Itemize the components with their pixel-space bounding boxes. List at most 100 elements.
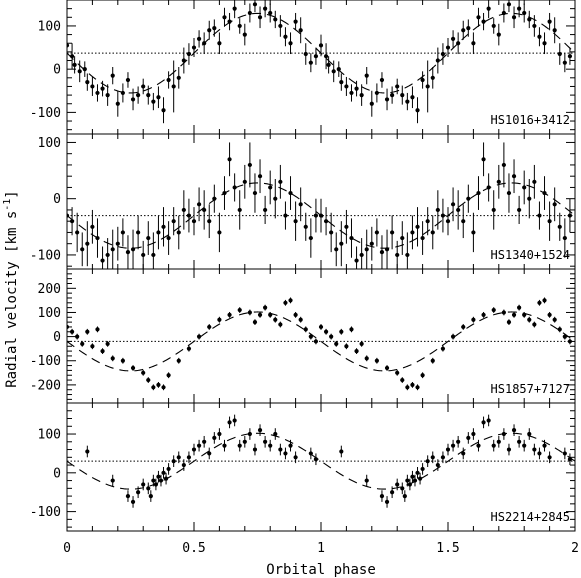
x-axis-title: Orbital phase xyxy=(266,562,376,578)
data-point xyxy=(69,219,75,224)
panel-label: HS1340+1524 xyxy=(491,248,570,262)
data-point xyxy=(186,51,192,57)
data-point xyxy=(85,449,90,454)
data-point xyxy=(410,230,415,235)
data-point xyxy=(110,73,115,78)
data-point xyxy=(283,213,288,218)
data-point xyxy=(151,99,156,104)
data-point xyxy=(141,252,146,258)
data-point xyxy=(430,358,435,363)
data-point xyxy=(95,90,100,96)
data-point xyxy=(440,346,446,351)
data-point xyxy=(303,327,308,332)
data-point xyxy=(163,476,169,481)
data-point xyxy=(420,77,425,83)
data-point xyxy=(517,6,522,11)
data-point xyxy=(242,32,247,37)
data-point xyxy=(532,23,537,29)
data-point xyxy=(471,431,476,437)
data-point xyxy=(466,435,471,441)
data-point xyxy=(461,324,466,330)
data-point xyxy=(486,6,491,11)
data-point xyxy=(374,230,379,235)
data-point xyxy=(242,439,247,444)
data-point xyxy=(146,377,151,383)
data-point xyxy=(125,250,131,255)
data-points xyxy=(67,297,573,391)
data-point xyxy=(196,334,202,339)
data-point xyxy=(268,10,273,16)
data-point xyxy=(100,258,105,263)
data-point xyxy=(156,382,161,387)
data-point xyxy=(125,493,131,499)
data-point xyxy=(486,418,491,423)
data-point xyxy=(85,329,90,334)
data-point xyxy=(420,466,425,472)
data-point xyxy=(318,324,324,330)
data-point xyxy=(417,476,423,481)
data-point xyxy=(532,179,537,184)
data-point xyxy=(217,41,222,46)
data-point xyxy=(354,258,359,263)
data-point xyxy=(110,478,115,483)
data-point xyxy=(527,431,532,437)
data-point xyxy=(105,92,110,98)
data-point xyxy=(522,185,527,190)
data-point xyxy=(542,298,547,303)
x-tick-labels: 0 0.5 1 1.5 2 xyxy=(63,541,579,556)
data-point xyxy=(420,373,425,378)
data-point xyxy=(278,447,283,452)
data-point xyxy=(90,344,95,349)
data-points xyxy=(85,414,573,508)
data-point xyxy=(547,312,552,317)
data-point xyxy=(232,185,237,190)
data-point xyxy=(323,219,329,224)
data-point xyxy=(567,339,573,344)
data-point xyxy=(90,84,95,89)
data-point xyxy=(542,190,547,196)
data-point xyxy=(252,190,258,196)
data-point xyxy=(75,334,80,339)
data-point xyxy=(191,219,197,224)
data-point xyxy=(323,54,329,59)
data-point xyxy=(562,451,567,456)
data-point xyxy=(410,474,415,479)
model-curve xyxy=(67,432,575,490)
data-point xyxy=(207,219,212,224)
data-point xyxy=(222,190,227,196)
data-point xyxy=(407,482,412,487)
data-point xyxy=(176,230,181,235)
data-point xyxy=(268,443,273,448)
data-point xyxy=(202,439,207,444)
data-point xyxy=(217,431,222,437)
data-point xyxy=(384,365,390,371)
data-point xyxy=(354,348,359,354)
data-point xyxy=(471,317,476,322)
data-point xyxy=(288,190,293,196)
panel-plot-area xyxy=(67,297,575,391)
data-point xyxy=(298,202,303,207)
data-point xyxy=(141,482,146,487)
data-point xyxy=(501,10,506,16)
data-point xyxy=(415,470,420,475)
y-tick-label: 100 xyxy=(38,428,61,443)
data-point xyxy=(354,86,359,91)
data-point xyxy=(405,385,410,390)
data-point xyxy=(146,235,151,241)
data-point xyxy=(115,101,120,106)
data-point xyxy=(217,230,222,235)
data-point xyxy=(202,207,207,213)
data-point xyxy=(481,312,486,317)
data-point xyxy=(430,230,435,235)
data-point xyxy=(151,385,156,390)
data-point xyxy=(80,341,85,346)
data-point xyxy=(547,455,552,460)
data-point xyxy=(105,341,110,346)
data-point xyxy=(461,28,466,33)
panel-label: HS1016+3412 xyxy=(491,113,570,127)
data-point xyxy=(136,92,141,98)
data-point xyxy=(227,19,232,24)
data-point xyxy=(369,241,374,246)
data-point xyxy=(527,317,532,322)
